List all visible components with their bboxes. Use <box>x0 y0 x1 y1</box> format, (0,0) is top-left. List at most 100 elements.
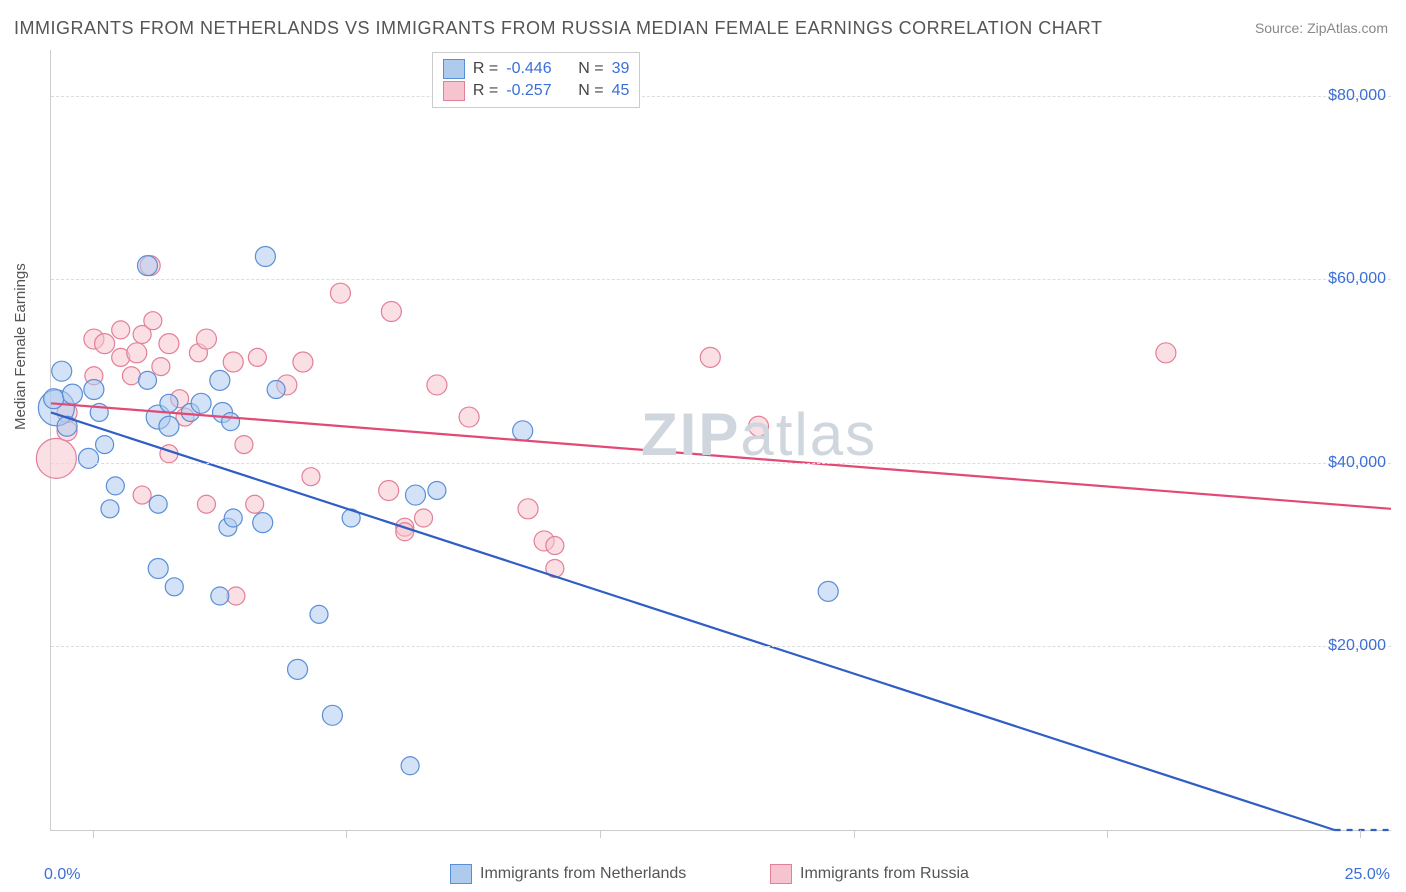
data-point <box>137 256 157 276</box>
data-point <box>84 380 104 400</box>
data-point <box>379 480 399 500</box>
legend-item: Immigrants from Russia <box>770 864 969 884</box>
legend-swatch-icon <box>770 864 792 884</box>
data-point <box>518 499 538 519</box>
correlation-stats-box: R = -0.446 N = 39 R = -0.257 N = 45 <box>432 52 640 108</box>
data-point <box>401 757 419 775</box>
r-label: R = <box>473 82 498 100</box>
data-point <box>191 393 211 413</box>
data-point <box>546 537 564 555</box>
gridline <box>51 646 1391 647</box>
data-point <box>112 321 130 339</box>
data-point <box>159 416 179 436</box>
scatter-svg <box>51 50 1391 830</box>
data-point <box>818 581 838 601</box>
data-point <box>96 436 114 454</box>
data-point <box>302 468 320 486</box>
stat-row: R = -0.446 N = 39 <box>443 59 629 79</box>
data-point <box>330 283 350 303</box>
x-tick <box>600 830 601 838</box>
data-point <box>52 361 72 381</box>
data-point <box>196 329 216 349</box>
legend-item: Immigrants from Netherlands <box>450 864 686 884</box>
data-point <box>224 509 242 527</box>
data-point <box>700 347 720 367</box>
data-point <box>513 421 533 441</box>
data-point <box>288 659 308 679</box>
legend-swatch-icon <box>443 81 465 101</box>
data-point <box>381 302 401 322</box>
data-point <box>210 370 230 390</box>
y-tick-label: $20,000 <box>1328 637 1386 655</box>
data-point <box>428 481 446 499</box>
legend-label: Immigrants from Netherlands <box>480 865 686 883</box>
n-label: N = <box>578 82 603 100</box>
data-point <box>248 348 266 366</box>
data-point <box>127 343 147 363</box>
data-point <box>165 578 183 596</box>
r-value: -0.446 <box>506 60 564 78</box>
data-point <box>211 587 229 605</box>
data-point <box>152 358 170 376</box>
n-value: 39 <box>612 60 630 78</box>
r-label: R = <box>473 60 498 78</box>
data-point <box>144 312 162 330</box>
x-tick <box>854 830 855 838</box>
data-point <box>79 448 99 468</box>
data-point <box>36 438 76 478</box>
data-point <box>246 495 264 513</box>
data-point <box>1156 343 1176 363</box>
data-point <box>106 477 124 495</box>
gridline <box>51 279 1391 280</box>
legend-swatch-icon <box>443 59 465 79</box>
gridline <box>51 96 1391 97</box>
gridline <box>51 463 1391 464</box>
data-point <box>222 413 240 431</box>
n-label: N = <box>578 60 603 78</box>
trend-line <box>51 403 1391 509</box>
data-point <box>427 375 447 395</box>
source-attribution: Source: ZipAtlas.com <box>1255 20 1388 36</box>
data-point <box>227 587 245 605</box>
trend-line <box>51 412 1335 830</box>
data-point <box>133 486 151 504</box>
data-point <box>148 558 168 578</box>
x-tick-label-left: 0.0% <box>44 866 80 884</box>
y-tick-label: $60,000 <box>1328 270 1386 288</box>
data-point <box>405 485 425 505</box>
data-point <box>267 381 285 399</box>
data-point <box>95 334 115 354</box>
data-point <box>322 705 342 725</box>
data-point <box>223 352 243 372</box>
n-value: 45 <box>612 82 630 100</box>
data-point <box>293 352 313 372</box>
data-point <box>310 605 328 623</box>
data-point <box>253 513 273 533</box>
data-point <box>197 495 215 513</box>
r-value: -0.257 <box>506 82 564 100</box>
data-point <box>459 407 479 427</box>
x-tick <box>1360 830 1361 838</box>
data-point <box>62 384 82 404</box>
y-tick-label: $40,000 <box>1328 454 1386 472</box>
data-point <box>235 436 253 454</box>
y-tick-label: $80,000 <box>1328 87 1386 105</box>
y-axis-label: Median Female Earnings <box>12 263 29 430</box>
x-tick-label-right: 25.0% <box>1345 866 1390 884</box>
data-point <box>255 246 275 266</box>
data-point <box>138 371 156 389</box>
x-tick <box>1107 830 1108 838</box>
data-point <box>122 367 140 385</box>
stat-row: R = -0.257 N = 45 <box>443 81 629 101</box>
data-point <box>415 509 433 527</box>
legend-swatch-icon <box>450 864 472 884</box>
data-point <box>159 334 179 354</box>
x-tick <box>346 830 347 838</box>
plot-area: ZIPatlas <box>50 50 1391 831</box>
x-tick <box>93 830 94 838</box>
data-point <box>44 389 64 409</box>
data-point <box>149 495 167 513</box>
data-point <box>749 416 769 436</box>
legend-label: Immigrants from Russia <box>800 865 969 883</box>
data-point <box>101 500 119 518</box>
